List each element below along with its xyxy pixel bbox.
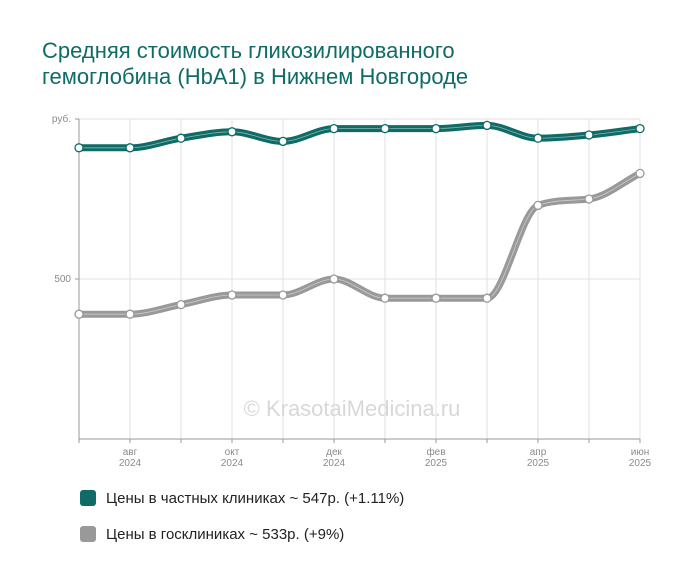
x-tick-label: дек 2024 — [323, 447, 346, 469]
data-point — [482, 293, 492, 303]
data-point — [431, 123, 441, 134]
series-line — [75, 169, 644, 318]
series-0 — [74, 120, 645, 153]
data-point — [176, 299, 186, 310]
data-point — [278, 136, 288, 147]
legend-item-private[interactable]: Цены в частных клиниках ~ 547р. (+1.11%) — [80, 488, 404, 508]
data-point — [380, 123, 390, 134]
x-tick-label: фев 2025 — [425, 446, 448, 469]
y-unit-label: руб. — [52, 113, 71, 125]
data-point — [533, 133, 543, 143]
data-point — [278, 290, 288, 300]
x-tick-label: апр 2025 — [527, 447, 550, 469]
data-point — [635, 123, 645, 134]
data-point — [635, 168, 645, 179]
data-point — [176, 133, 186, 143]
series-line-highlight — [79, 173, 641, 315]
data-point — [74, 143, 84, 153]
chart-title: Средняя стоимость гликозилированного гем… — [42, 38, 662, 90]
data-point — [227, 290, 237, 300]
legend-label-public: Цены в госклиниках ~ 533р. (+9%) — [106, 525, 345, 543]
data-point — [329, 123, 339, 134]
data-point — [482, 120, 492, 131]
legend-swatch-public — [80, 526, 96, 542]
legend: Цены в частных клиниках ~ 547р. (+1.11%)… — [80, 488, 404, 560]
x-tick-label: авг 2024 — [119, 447, 142, 469]
data-point — [125, 309, 135, 319]
legend-swatch-private — [80, 490, 96, 506]
y-tick-label: 500 — [54, 274, 71, 285]
data-point — [584, 194, 594, 204]
watermark: © KrasotaiMedicina.ru — [244, 396, 461, 421]
legend-item-public[interactable]: Цены в госклиниках ~ 533р. (+9%) — [80, 524, 404, 544]
chart-title-line-2: гемоглобина (HbA1) в Нижнем Новгороде — [42, 64, 469, 89]
data-point — [227, 127, 237, 137]
series-1 — [74, 168, 645, 319]
series-layer — [74, 120, 645, 319]
data-point — [584, 130, 594, 140]
grid — [78, 118, 641, 439]
x-tick-label: июн 2025 — [629, 447, 652, 469]
axis-labels: руб. 500 авг 2024 окт 2024 дек 2024 фев 2025 апр 20… — [52, 113, 652, 469]
data-point — [125, 143, 135, 153]
chart-title-line-1: Средняя стоимость гликозилированного — [42, 38, 455, 63]
data-point — [74, 309, 84, 319]
data-point — [431, 293, 441, 303]
data-point — [533, 200, 543, 211]
data-point — [329, 274, 339, 284]
x-tick-label: окт 2024 — [221, 447, 244, 469]
axes — [75, 118, 641, 443]
legend-label-private: Цены в частных клиниках ~ 547р. (+1.11%) — [106, 489, 405, 507]
data-point — [380, 293, 390, 303]
